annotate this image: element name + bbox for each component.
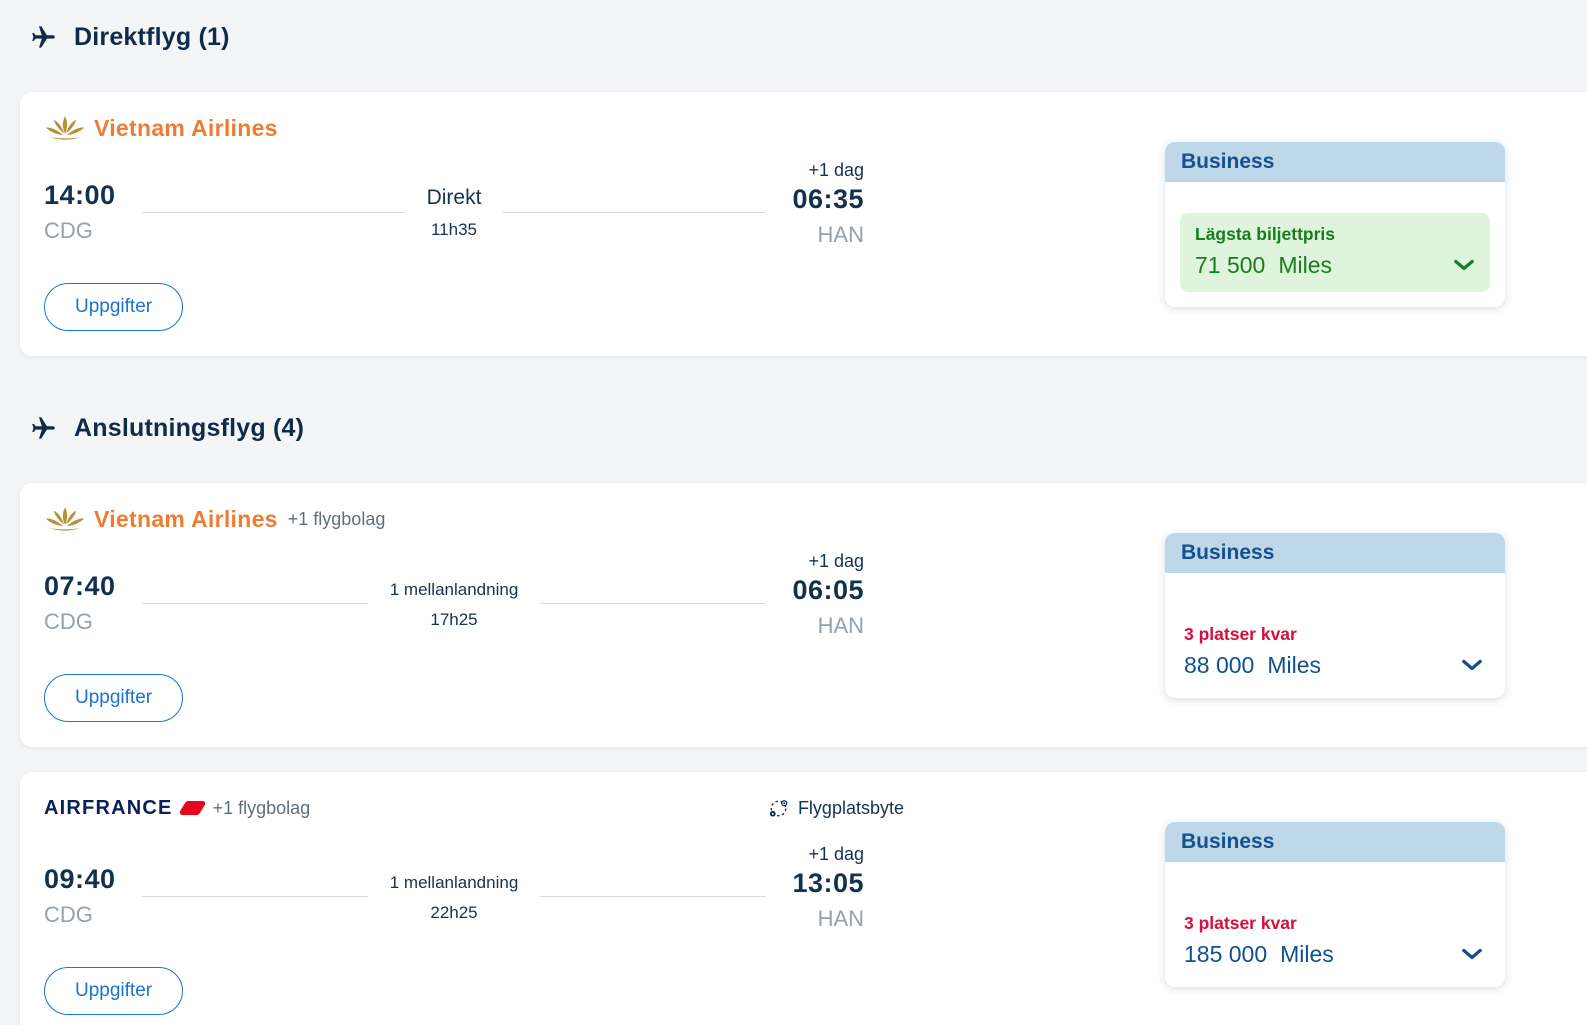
flight-card: AIRFRANCE +1 flygbolag Flygplatsbyte [20,772,1587,1025]
airline-row: Vietnam Airlines [44,112,864,144]
additional-airlines-label: +1 flygbolag [287,508,386,529]
arrival-block: +1 dag 13:05 HAN [792,844,864,932]
seats-left-label: 3 platser kvar [1184,624,1297,644]
airport-change-note: Flygplatsbyte [768,798,904,819]
fare-option[interactable]: 3 platser kvar 185 000 Miles [1180,913,1490,972]
section-header-direct: Direktflyg (1) [30,20,1587,54]
plane-icon [30,24,57,51]
section-header-connecting: Anslutningsflyg (4) [30,411,1587,445]
flight-duration: 22h25 [430,903,478,922]
additional-airlines-label: +1 flygbolag [212,797,311,818]
departure-time: 09:40 [44,864,116,894]
stops-block: 1 mellanlandning 17h25 [390,580,519,630]
miles-unit: Miles [1267,651,1322,678]
cabin-price-box: Business Lägsta biljettpris 71 500 Miles [1165,142,1505,307]
fare-option[interactable]: 3 platser kvar 88 000 Miles [1180,624,1490,683]
chevron-down-icon[interactable] [1458,651,1486,679]
airline-row: AIRFRANCE +1 flygbolag Flygplatsbyte [44,792,904,824]
flight-itinerary: 09:40 CDG 1 mellanlandning 22h25 +1 dag … [44,844,864,932]
cabin-label: Business [1165,142,1505,182]
airline-name: Vietnam Airlines [94,114,278,141]
airport-change-label: Flygplatsbyte [797,797,904,818]
route-line [540,896,767,897]
route-line [141,896,368,897]
flight-duration: 17h25 [430,610,478,629]
cabin-price-box: Business 3 platser kvar 185 000 Miles [1165,822,1505,987]
section-title: Direktflyg (1) [74,22,230,51]
chevron-down-icon[interactable] [1450,251,1478,279]
miles-value: 71 500 [1195,251,1266,278]
departure-time: 07:40 [44,571,116,601]
airline-name: AIRFRANCE [44,796,173,819]
cabin-label: Business [1165,533,1505,573]
stops-block: Direkt 11h35 [427,186,482,240]
departure-time: 14:00 [44,180,116,210]
arrival-airport: HAN [817,613,865,638]
details-button[interactable]: Uppgifter [44,967,184,1015]
arrival-airport: HAN [817,906,865,931]
airline-row: Vietnam Airlines +1 flygbolag [44,503,864,535]
arrival-time: 06:35 [792,184,864,214]
arrival-time: 13:05 [792,868,865,898]
arrival-day-offset: +1 dag [808,160,864,180]
vietnam-airlines-lotus-icon [44,115,86,142]
departure-airport: CDG [44,902,93,927]
seats-left-label: 3 platser kvar [1184,913,1297,933]
route-line [540,603,767,604]
stops-block: 1 mellanlandning 22h25 [390,873,519,923]
route-line [503,212,767,213]
departure-airport: CDG [44,218,93,243]
vietnam-airlines-lotus-icon [44,506,86,533]
arrival-block: +1 dag 06:05 HAN [792,551,864,639]
route-line [141,212,405,213]
arrival-time: 06:05 [792,575,865,605]
flight-itinerary: 14:00 CDG Direkt 11h35 +1 dag 06:35 HAN [44,160,864,248]
arrival-airport: HAN [817,222,864,247]
arrival-day-offset: +1 dag [808,551,865,571]
details-button[interactable]: Uppgifter [44,674,184,722]
cabin-price-box: Business 3 platser kvar 88 000 Miles [1165,533,1505,698]
airfrance-slash-icon [177,801,207,815]
lowest-fare-option[interactable]: Lägsta biljettpris 71 500 Miles [1180,213,1490,292]
stops-label: 1 mellanlandning [389,580,519,599]
section-title: Anslutningsflyg (4) [74,413,305,442]
route-line [141,603,368,604]
departure-block: 07:40 CDG [44,571,116,635]
chevron-down-icon[interactable] [1458,940,1486,968]
miles-unit: Miles [1278,251,1333,278]
details-button[interactable]: Uppgifter [44,283,184,331]
departure-airport: CDG [44,609,93,634]
miles-unit: Miles [1280,940,1334,967]
stops-label: 1 mellanlandning [389,873,519,892]
cabin-label: Business [1165,822,1505,862]
plane-icon [30,415,57,442]
flight-duration: 11h35 [430,220,477,239]
miles-value: 185 000 [1184,940,1268,967]
arrival-day-offset: +1 dag [808,844,865,864]
flight-itinerary: 07:40 CDG 1 mellanlandning 17h25 +1 dag … [44,551,864,639]
airline-name: Vietnam Airlines [94,505,278,532]
departure-block: 09:40 CDG [44,864,116,928]
departure-block: 14:00 CDG [44,180,116,244]
flight-card: Vietnam Airlines 14:00 CDG Direkt 11h35 … [20,92,1587,356]
lowest-fare-badge: Lägsta biljettpris [1195,224,1336,244]
arrival-block: +1 dag 06:35 HAN [792,160,864,248]
miles-value: 88 000 [1184,651,1255,678]
airport-transfer-icon [768,798,789,819]
flight-card: Vietnam Airlines +1 flygbolag 07:40 CDG … [20,483,1587,747]
stops-label: Direkt [426,186,482,209]
